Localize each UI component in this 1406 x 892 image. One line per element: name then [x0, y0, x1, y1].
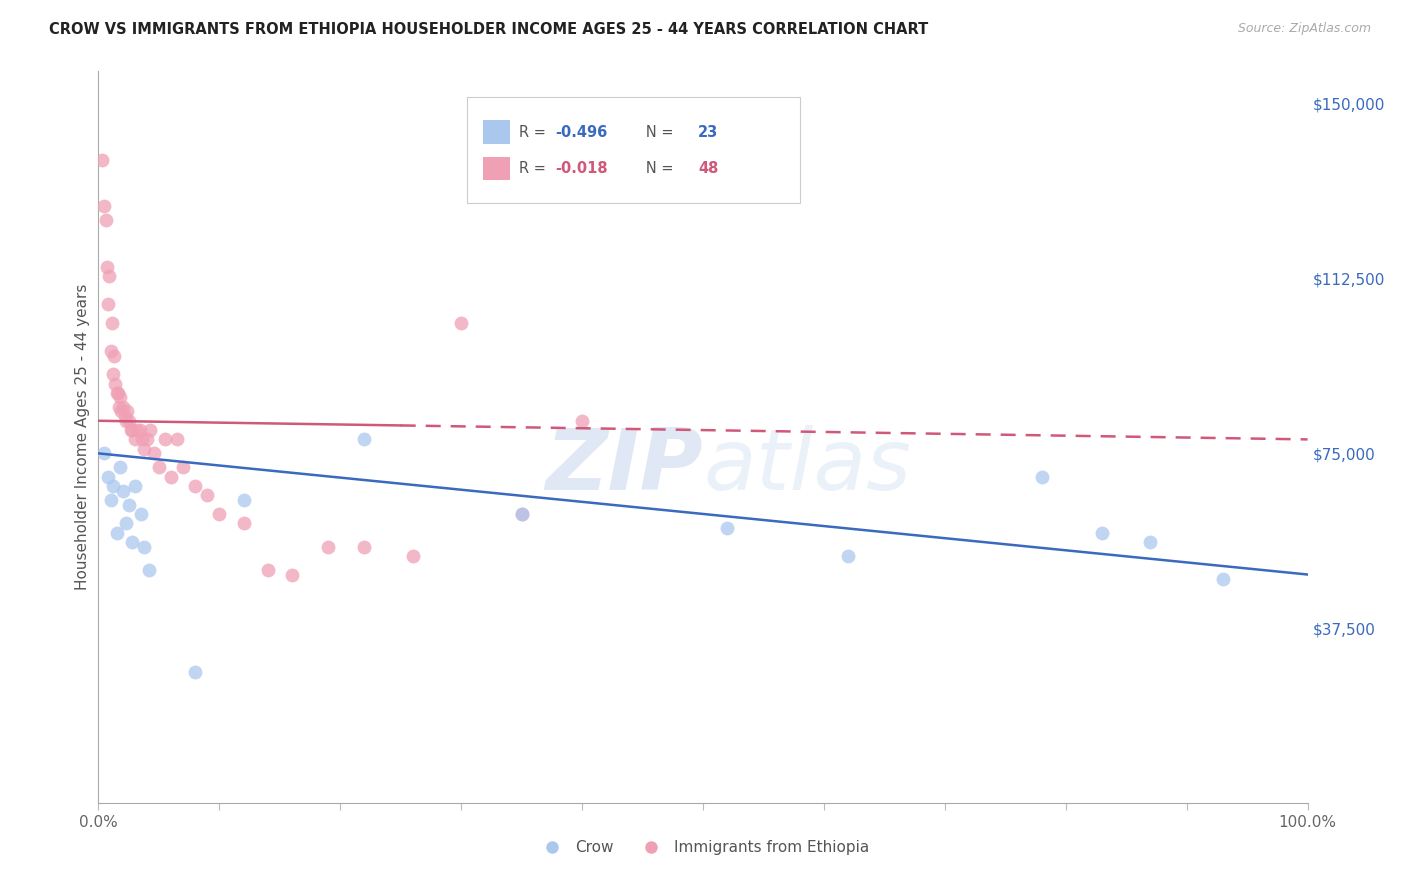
Point [195, 488, 218, 502]
Point [134, 540, 156, 554]
Point [120, 423, 142, 437]
Text: atlas: atlas [703, 425, 911, 508]
Point [153, 433, 176, 447]
Text: N =: N = [631, 125, 678, 139]
Point [101, 479, 124, 493]
Point [108, 460, 131, 475]
Text: 23: 23 [699, 125, 718, 139]
Point [118, 498, 141, 512]
Text: R =: R = [519, 161, 551, 176]
Point [98, 269, 121, 284]
Point [121, 535, 143, 549]
Point [837, 549, 859, 563]
Point [256, 563, 278, 577]
Point [114, 409, 136, 423]
Text: CROW VS IMMIGRANTS FROM ETHIOPIA HOUSEHOLDER INCOME AGES 25 - 44 YEARS CORRELATI: CROW VS IMMIGRANTS FROM ETHIOPIA HOUSEHO… [49, 22, 928, 37]
Point [160, 469, 183, 483]
Point [111, 400, 134, 414]
Text: R =: R = [519, 125, 551, 139]
Text: Source: ZipAtlas.com: Source: ZipAtlas.com [1237, 22, 1371, 36]
Point [115, 414, 138, 428]
Point [281, 567, 304, 582]
Point [97, 469, 120, 483]
Point [571, 414, 593, 428]
Point [124, 433, 146, 447]
Point [208, 507, 231, 521]
Point [143, 446, 166, 460]
Text: 48: 48 [699, 161, 718, 176]
Point [105, 525, 128, 540]
Point [402, 549, 425, 563]
Point [127, 423, 149, 437]
Point [510, 507, 533, 521]
Point [94, 213, 117, 227]
Y-axis label: Householder Income Ages 25 - 44 years: Householder Income Ages 25 - 44 years [75, 284, 90, 591]
Point [93, 199, 115, 213]
Point [232, 516, 254, 531]
Point [138, 563, 160, 577]
Point [172, 460, 194, 475]
Text: -0.018: -0.018 [555, 161, 609, 176]
Text: ZIP: ZIP [546, 425, 703, 508]
Point [105, 385, 128, 400]
Point [353, 540, 375, 554]
Point [184, 665, 207, 680]
Point [100, 493, 122, 508]
Point [184, 479, 207, 493]
Point [107, 385, 129, 400]
Point [139, 423, 162, 437]
Point [129, 507, 152, 521]
Point [110, 404, 132, 418]
Point [148, 460, 170, 475]
Point [97, 297, 120, 311]
Point [104, 376, 127, 391]
Point [1031, 469, 1053, 483]
Point [510, 507, 533, 521]
Text: -0.496: -0.496 [555, 125, 607, 139]
Point [121, 423, 143, 437]
Point [100, 316, 122, 330]
Point [117, 404, 139, 418]
Point [1212, 572, 1234, 586]
Text: N =: N = [631, 161, 678, 176]
Bar [482, 157, 509, 180]
Point [111, 483, 134, 498]
Point [1139, 535, 1161, 549]
Point [128, 423, 150, 437]
Point [232, 493, 254, 508]
Point [353, 433, 375, 447]
Point [96, 260, 118, 274]
Point [115, 516, 138, 531]
Point [135, 433, 157, 447]
Point [91, 153, 114, 167]
Point [134, 442, 156, 456]
Legend: Crow, Immigrants from Ethiopia: Crow, Immigrants from Ethiopia [530, 834, 876, 861]
Point [108, 391, 131, 405]
Point [124, 479, 146, 493]
Point [108, 400, 131, 414]
Point [166, 433, 188, 447]
Point [101, 367, 124, 381]
Point [100, 343, 122, 358]
Point [1091, 525, 1114, 540]
Point [93, 446, 115, 460]
FancyBboxPatch shape [467, 97, 800, 203]
Point [131, 433, 153, 447]
Point [716, 521, 738, 535]
Point [450, 316, 472, 330]
Bar [482, 120, 509, 144]
Point [316, 540, 339, 554]
Point [103, 349, 125, 363]
Point [118, 414, 141, 428]
